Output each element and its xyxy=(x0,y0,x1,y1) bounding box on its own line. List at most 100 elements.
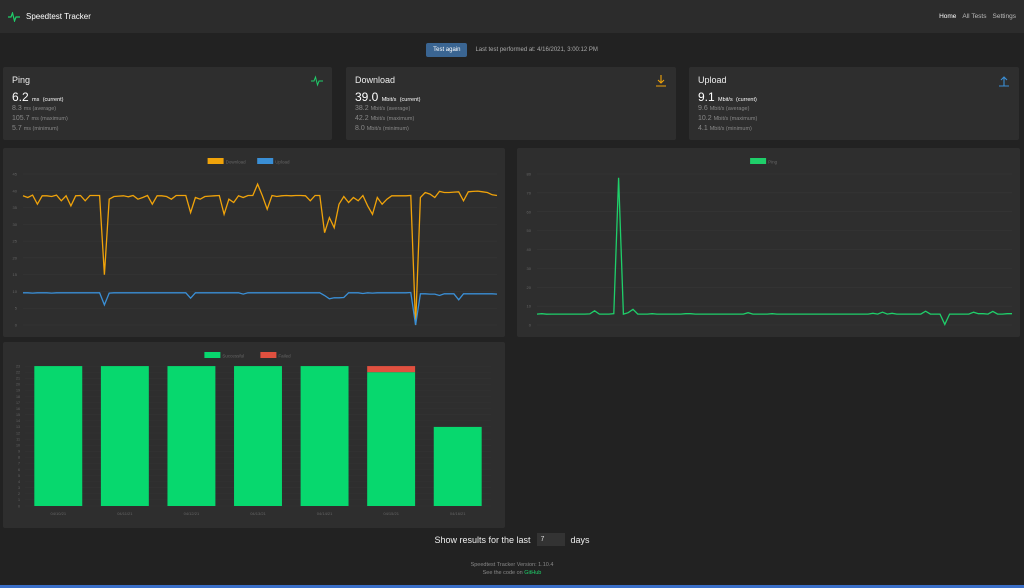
y-tick-label: 20 xyxy=(13,255,18,260)
x-tick-label: 04/11/21 xyxy=(117,511,133,516)
y-tick-label: 2 xyxy=(18,492,20,496)
legend-label: Successful xyxy=(222,354,244,359)
y-tick-label: 13 xyxy=(16,425,20,429)
y-tick-label: 15 xyxy=(13,272,18,277)
y-tick-label: 45 xyxy=(13,172,18,177)
download-icon xyxy=(656,75,666,87)
y-tick-label: 22 xyxy=(16,370,20,374)
y-tick-label: 40 xyxy=(13,188,18,193)
min-label: ms (minimum) xyxy=(23,126,59,132)
ping-chart: 0 10 20 30 40 50 60 70 80 Ping xyxy=(527,158,1012,328)
y-tick-label: 0 xyxy=(529,323,532,328)
max-value: 105.7 xyxy=(12,115,30,122)
brand[interactable]: Speedtest Tracker xyxy=(8,11,91,22)
y-tick-label: 12 xyxy=(16,431,20,435)
y-tick-label: 5 xyxy=(15,306,18,311)
y-tick-label: 16 xyxy=(16,407,20,411)
y-tick-label: 21 xyxy=(16,377,20,381)
series-line-upload xyxy=(23,291,498,326)
y-tick-label: 25 xyxy=(13,239,18,244)
navbar: Speedtest Tracker Home All Tests Setting… xyxy=(0,0,1024,33)
upload-card: Upload 9.1 Mbit/s (current) 9.6 Mbit/s (… xyxy=(689,67,1019,140)
bar-successful xyxy=(100,366,149,506)
y-tick-label: 10 xyxy=(13,289,18,294)
x-tick-label: 04/13/21 xyxy=(250,511,266,516)
legend-swatch xyxy=(207,158,224,164)
x-tick-label: 04/10/21 xyxy=(50,511,66,516)
y-tick-label: 8 xyxy=(18,456,20,460)
current-label: (current) xyxy=(736,97,757,103)
legend-swatch xyxy=(257,158,274,164)
y-tick-label: 9 xyxy=(18,450,20,454)
y-tick-label: 20 xyxy=(16,383,20,387)
bar-successful xyxy=(234,366,282,506)
current-label: (current) xyxy=(42,97,64,103)
test-again-button[interactable]: Test again xyxy=(426,43,468,57)
github-link[interactable]: GitHub xyxy=(524,570,542,576)
ping-card: Ping 6.2 ms (current) 8.3 ms (average) 1… xyxy=(3,67,332,140)
x-tick-label: 04/15/21 xyxy=(383,511,399,516)
bar-successful xyxy=(367,372,416,506)
y-tick-label: 4 xyxy=(18,480,20,484)
unit: Mbit/s xyxy=(718,97,733,103)
current-value: 9.1 xyxy=(698,90,715,104)
x-tick-label: 04/16/21 xyxy=(450,511,466,516)
y-tick-label: 6 xyxy=(18,468,20,472)
code-prefix: See the code on xyxy=(482,570,523,576)
y-tick-label: 20 xyxy=(527,285,532,290)
legend-swatch xyxy=(204,352,221,358)
avg-value: 8.3 xyxy=(12,105,22,112)
legend-label: Failed xyxy=(278,354,291,359)
y-tick-label: 35 xyxy=(13,205,18,210)
y-tick-label: 15 xyxy=(16,413,20,417)
unit: Mbit/s xyxy=(381,97,397,103)
y-tick-label: 30 xyxy=(13,222,18,227)
avg-label: Mbit/s (average) xyxy=(709,106,750,112)
y-tick-label: 14 xyxy=(16,419,20,423)
bar-successful xyxy=(300,366,349,506)
max-value: 42.2 xyxy=(355,115,369,122)
pulse-icon xyxy=(8,11,20,22)
nav-home[interactable]: Home xyxy=(939,13,957,20)
bar-successful xyxy=(433,426,482,506)
legend-swatch xyxy=(260,352,277,358)
speed-chart-panel: 0 5 10 15 20 25 30 35 40 45 Download Upload xyxy=(3,148,505,337)
speed-chart: 0 5 10 15 20 25 30 35 40 45 Download Upload xyxy=(13,158,498,328)
bar-successful xyxy=(167,366,216,506)
y-tick-label: 70 xyxy=(527,190,532,195)
min-value: 5.7 xyxy=(12,125,22,132)
max-label: Mbit/s (maximum) xyxy=(713,116,758,122)
x-tick-label: 04/14/21 xyxy=(317,511,333,516)
min-value: 8.0 xyxy=(355,125,365,132)
y-tick-label: 40 xyxy=(527,247,532,252)
filter-label: Show results for the last xyxy=(434,534,531,545)
tests-chart-panel: 0 1 2 3 4 5 6 7 8 9 10 11 12 13 14 15 16 17 18 19 20 21 22 23 Su… xyxy=(3,342,505,528)
avg-label: Mbit/s (average) xyxy=(370,106,411,112)
y-tick-label: 17 xyxy=(16,401,20,405)
unit: ms xyxy=(32,97,40,103)
upload-icon xyxy=(999,76,1009,87)
days-input[interactable] xyxy=(536,533,565,546)
legend-swatch xyxy=(750,158,767,164)
last-test-text: Last test performed at: 4/16/2021, 3:00:… xyxy=(475,47,598,53)
max-label: ms (maximum) xyxy=(31,116,68,122)
y-tick-label: 10 xyxy=(16,443,20,447)
version-text: Speedtest Tracker Version: 1.10.4 xyxy=(470,562,554,568)
nav-all-tests[interactable]: All Tests xyxy=(962,13,987,20)
y-tick-label: 60 xyxy=(527,209,532,214)
x-tick-label: 04/12/21 xyxy=(184,511,200,516)
card-title: Download xyxy=(355,75,396,85)
y-tick-label: 50 xyxy=(527,228,532,233)
y-tick-label: 10 xyxy=(527,304,532,309)
y-tick-label: 0 xyxy=(18,504,20,508)
min-label: Mbit/s (minimum) xyxy=(709,126,752,132)
y-tick-label: 18 xyxy=(16,395,20,399)
min-value: 4.1 xyxy=(698,125,708,132)
legend-label: Ping xyxy=(768,160,778,165)
avg-value: 9.6 xyxy=(698,105,708,112)
min-label: Mbit/s (minimum) xyxy=(366,126,409,132)
tests-chart: 01234567891011121314151617181920212223Su… xyxy=(16,352,491,516)
max-label: Mbit/s (maximum) xyxy=(370,116,415,122)
nav-settings[interactable]: Settings xyxy=(992,13,1017,20)
app-title: Speedtest Tracker xyxy=(26,12,91,21)
